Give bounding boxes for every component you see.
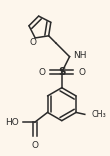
- Text: O: O: [31, 141, 38, 150]
- Text: O: O: [38, 68, 45, 77]
- Text: O: O: [78, 68, 85, 77]
- Text: NH: NH: [73, 51, 87, 60]
- Text: S: S: [58, 67, 66, 77]
- Text: CH₃: CH₃: [92, 110, 106, 119]
- Text: HO: HO: [5, 118, 18, 127]
- Text: O: O: [29, 38, 37, 47]
